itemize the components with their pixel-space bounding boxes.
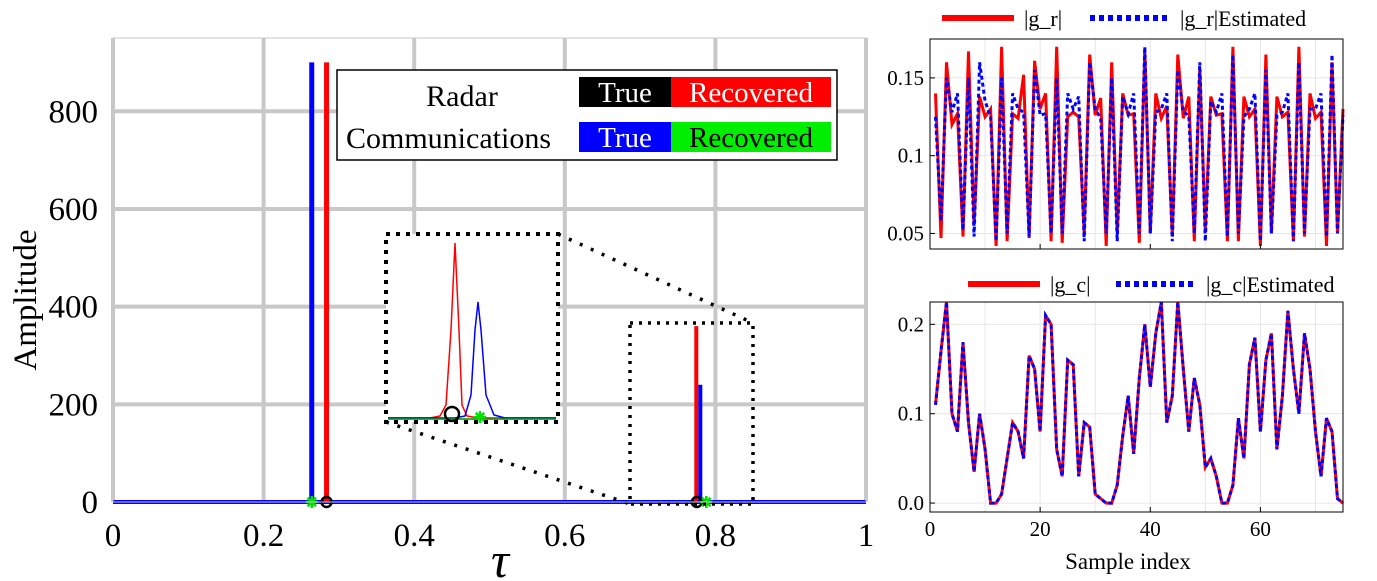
legend-radar-true-swatch <box>579 77 671 107</box>
inset-comm-true <box>388 301 556 419</box>
main-ytick-label: 400 <box>49 290 99 326</box>
subplot-xtick-label: 60 <box>1250 517 1271 541</box>
inset-radar-true-marker <box>443 405 461 423</box>
zoom-connector-top <box>557 232 754 325</box>
star-stroke <box>474 411 486 423</box>
legend-radar-label: Radar <box>426 80 498 113</box>
main-ytick-label: 0 <box>82 485 99 521</box>
legend-entry-label: |g_r| <box>1024 6 1062 31</box>
main-xlabel: τ <box>491 532 511 581</box>
main-ytick-label: 600 <box>49 192 99 228</box>
legend-comm-recovered-label: Recovered <box>689 122 813 154</box>
subplot-2: 0.0 0.1 0.2 0 20 40 60 |g_c| |g_c|Estimated Sampl… <box>898 272 1344 574</box>
legend-entry-label: |g_c| <box>1050 272 1091 297</box>
series-line-1 <box>934 46 1345 242</box>
series-line-0 <box>934 46 1345 246</box>
legend-entry-label: |g_c|Estimated <box>1206 272 1335 297</box>
inset-background <box>386 234 558 422</box>
zoom-connector-bottom <box>385 420 631 506</box>
inset-radar-recovered <box>388 242 556 419</box>
main-xtick-label: 1 <box>858 518 875 554</box>
main-xtick-label: 0.6 <box>544 518 585 554</box>
zoom-region-box <box>628 321 755 506</box>
subplot-frame <box>929 38 1344 250</box>
subplot-xtick-label: 20 <box>1030 517 1051 541</box>
legend-radar-true-label: True <box>598 77 652 109</box>
subplot-1: 0.05 0.1 0.15 |g_r| |g_r|Estimated <box>887 6 1345 250</box>
subplot-ytick-label: 0.05 <box>887 221 924 245</box>
subplot-ytick-label: 0.2 <box>898 312 924 336</box>
main-ylabel: Amplitude <box>8 229 44 370</box>
subplot-ytick-label: 0.0 <box>898 491 924 515</box>
subplot-ytick-label: 0.1 <box>898 402 924 426</box>
legend-comm-true-swatch <box>579 122 671 152</box>
legend-entry-label: |g_r|Estimated <box>1180 6 1306 31</box>
main-chart: 0 0.2 0.4 0.6 0.8 1 0 200 400 600 800 τ Amplitude Rad… <box>8 37 875 581</box>
legend-radar-recovered-label: Recovered <box>689 77 813 109</box>
main-ytick-label: 800 <box>49 94 99 130</box>
main-frame <box>112 37 867 503</box>
subplot-ytick-label: 0.1 <box>898 144 924 168</box>
main-ytick-label: 200 <box>49 387 99 423</box>
subplot-xlabel: Sample index <box>1065 549 1191 574</box>
main-xtick-label: 0.2 <box>243 518 284 554</box>
inset-comm-recovered-marker <box>474 411 486 423</box>
main-xtick-label: 0.4 <box>394 518 435 554</box>
legend-radar-recovered-swatch <box>671 77 831 107</box>
subplot-xtick-label: 40 <box>1140 517 1161 541</box>
legend-comm-label: Communications <box>346 122 551 155</box>
main-legend: Radar Communications True Recovered True Reco… <box>336 69 838 161</box>
legend-comm-recovered-swatch <box>671 122 831 152</box>
main-xtick-label: 0.8 <box>695 518 736 554</box>
subplot-frame <box>929 301 1344 513</box>
main-xtick-label: 0 <box>105 518 122 554</box>
series-line-1 <box>934 301 1344 505</box>
legend-comm-true-label: True <box>598 122 652 154</box>
subplot-xtick-label: 0 <box>925 517 936 541</box>
subplot-ytick-label: 0.15 <box>887 66 924 90</box>
